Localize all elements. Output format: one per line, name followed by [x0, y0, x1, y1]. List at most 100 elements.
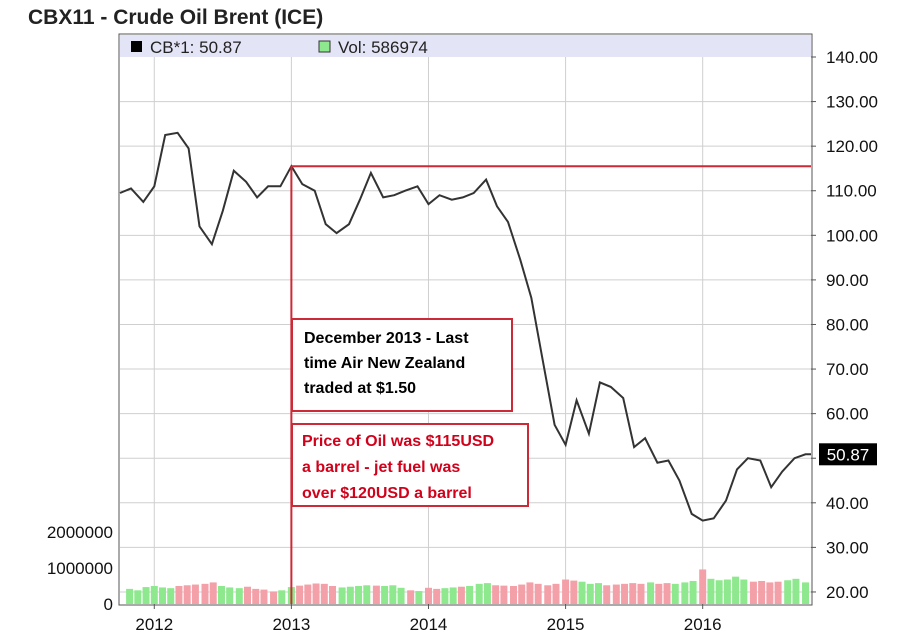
volume-bar — [175, 586, 183, 604]
volume-bar — [483, 583, 491, 604]
y-tick-label: 130.00 — [826, 93, 878, 112]
volume-bar — [749, 581, 757, 604]
volume-bar — [766, 582, 774, 604]
volume-bar — [689, 580, 697, 604]
volume-bar — [270, 591, 278, 604]
volume-bar — [792, 578, 800, 604]
y-tick-label: 80.00 — [826, 315, 869, 334]
volume-bar — [372, 585, 380, 604]
volume-bar — [441, 588, 449, 604]
volume-bar — [217, 586, 225, 604]
volume-bar — [346, 586, 354, 604]
y-tick-label: 140.00 — [826, 48, 878, 67]
volume-bar — [500, 585, 508, 604]
volume-tick-label: 2000000 — [47, 523, 113, 542]
volume-bar — [570, 580, 578, 604]
x-tick-label: 2015 — [547, 615, 585, 634]
volume-bar — [802, 582, 810, 604]
annotation-1-line-2: time Air New Zealand — [304, 355, 465, 372]
volume-bar — [707, 578, 715, 604]
y-tick-label: 120.00 — [826, 137, 878, 156]
volume-bar — [671, 583, 679, 604]
volume-bar — [252, 588, 260, 604]
volume-bar — [209, 582, 217, 604]
volume-bar — [534, 583, 542, 604]
x-tick-label: 2013 — [272, 615, 310, 634]
volume-bar — [407, 590, 415, 604]
volume-tick-label: 0 — [104, 595, 113, 614]
y-tick-label: 70.00 — [826, 360, 869, 379]
annotation-2-frame — [291, 423, 529, 507]
volume-bars — [126, 569, 810, 604]
volume-bar — [312, 583, 320, 604]
volume-bar — [126, 588, 134, 604]
volume-bar — [774, 581, 782, 604]
volume-bar — [681, 582, 689, 604]
volume-bar — [518, 584, 526, 604]
volume-bar — [758, 580, 766, 604]
volume-bar — [278, 590, 286, 604]
volume-bar — [415, 591, 423, 604]
volume-bar — [544, 585, 552, 604]
volume-bar — [397, 587, 405, 604]
volume-bar — [389, 585, 397, 604]
volume-bar — [320, 583, 328, 604]
x-axis: 2012 2013 2014 2015 2016 — [135, 604, 722, 634]
volume-bar — [637, 583, 645, 604]
volume-bar — [329, 586, 337, 604]
volume-bar — [244, 586, 252, 604]
volume-bar — [201, 583, 209, 604]
annotation-2-line-3: over $120USD a barrel — [302, 485, 472, 502]
y-tick-label: 40.00 — [826, 494, 869, 513]
volume-bar — [492, 585, 500, 604]
y-axis: 140.00 130.00 120.00 110.00 100.00 90.00 80.00… — [811, 48, 878, 602]
volume-bar — [183, 585, 191, 604]
chart-title: CBX11 - Crude Oil Brent (ICE) — [28, 6, 323, 29]
volume-axis: 2000000 1000000 0 — [47, 523, 113, 614]
last-price-box — [819, 443, 877, 466]
x-tick-label: 2014 — [410, 615, 448, 634]
annotation-1-line-1: December 2013 - Last — [304, 330, 469, 347]
volume-bar — [663, 583, 671, 604]
volume-bar — [466, 586, 474, 604]
volume-bar — [134, 590, 142, 604]
volume-bar — [552, 583, 560, 604]
volume-tick-label: 1000000 — [47, 559, 113, 578]
volume-bar — [150, 586, 158, 604]
y-tick-label: 20.00 — [826, 583, 869, 602]
legend-volume-label: Vol: 586974 — [338, 38, 428, 57]
volume-bar — [740, 579, 748, 604]
legend-volume-swatch — [318, 40, 331, 53]
volume-bar — [159, 587, 167, 604]
volume-bar — [433, 588, 441, 604]
volume-bar — [655, 583, 663, 604]
volume-bar — [509, 586, 517, 604]
volume-bar — [784, 580, 792, 604]
volume-bar — [226, 587, 234, 604]
volume-bar — [621, 583, 629, 604]
volume-bar — [296, 585, 304, 604]
volume-bar — [562, 579, 570, 604]
volume-bar — [586, 583, 594, 604]
volume-bar — [142, 587, 150, 604]
annotation-1-line-3: traded at $1.50 — [304, 380, 416, 397]
legend-price-swatch — [131, 41, 142, 52]
annotation-2-line-1: Price of Oil was $115USD — [302, 433, 494, 450]
x-tick-label: 2016 — [684, 615, 722, 634]
volume-bar — [629, 583, 637, 604]
annotation-2-line-2: a barrel - jet fuel was — [302, 459, 460, 476]
volume-bar — [304, 584, 312, 604]
volume-bar — [167, 588, 175, 604]
x-tick-label: 2012 — [135, 615, 173, 634]
volume-bar — [381, 586, 389, 604]
volume-bar — [732, 576, 740, 604]
volume-bar — [723, 579, 731, 604]
volume-bar — [449, 587, 457, 604]
last-price-text: 50.87 — [827, 445, 870, 464]
volume-bar — [457, 586, 465, 604]
volume-bar — [594, 583, 602, 604]
annotation-1-frame — [291, 318, 513, 412]
volume-bar — [612, 584, 620, 604]
volume-bar — [338, 587, 346, 604]
